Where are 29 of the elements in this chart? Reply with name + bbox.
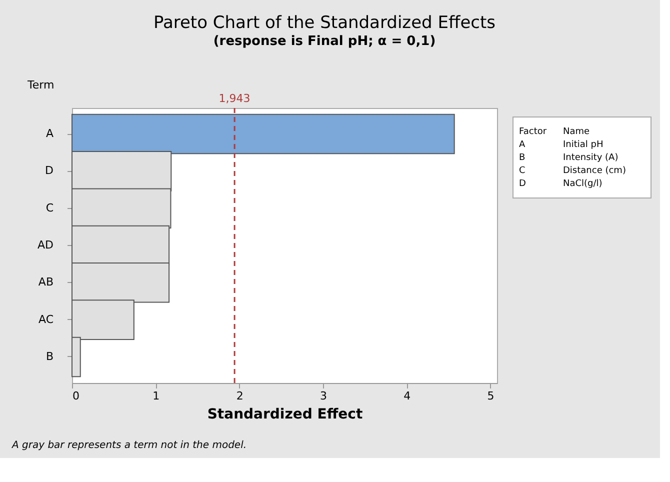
y-tick-label: B [46,350,54,363]
text: Initial pH [563,140,604,150]
x-axis-title: Standardized Effect [207,406,363,422]
x-tick-label: 0 [72,390,80,402]
text: Factor [519,127,547,137]
y-tick-label: AD [38,238,54,252]
text: A [519,140,526,150]
text: Intensity (A) [563,153,618,163]
text: A gray bar represents a term not in the model. [11,440,247,451]
text: B [519,153,526,163]
x-tick-label: 2 [236,390,244,402]
text: C [519,166,526,176]
x-tick-label: 4 [404,390,411,402]
ref-line-label: 1,943 [218,92,250,105]
x-tick-label: 5 [487,390,494,402]
text: NaCl(g/l) [563,179,602,189]
chart-title: Pareto Chart of the Standardized Effects [153,13,496,33]
y-tick-label: D [45,164,54,178]
y-axis-title: Term [26,78,54,92]
text: Name [563,127,590,137]
y-tick-label: AC [38,312,54,326]
chart-subtitle: (response is Final pH; α = 0,1) [213,34,436,49]
text: Distance (cm) [563,166,626,176]
y-tick-label: AB [38,276,54,289]
y-tick-label: A [46,127,54,140]
x-tick-label: 3 [320,390,327,402]
text: D [519,179,526,189]
y-tick-label: C [46,201,54,214]
x-tick-label: 1 [152,390,160,402]
